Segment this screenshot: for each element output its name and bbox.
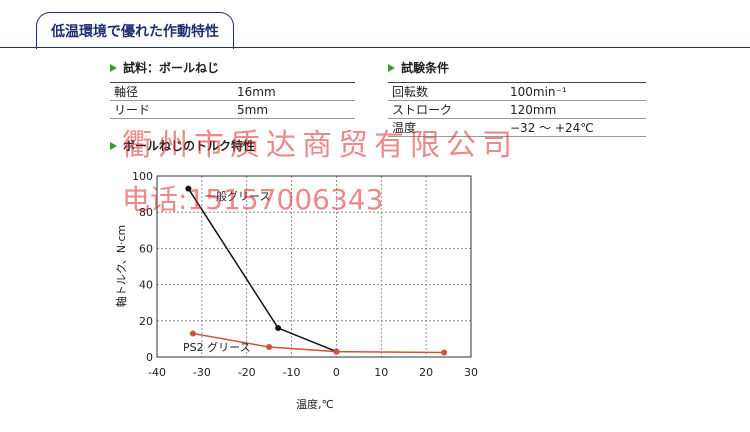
page-title: 低温環境で優れた作動特性 [36,12,234,49]
cell: 5mm [233,100,355,119]
cell: 120mm [506,100,646,119]
sample-table: 軸径 16mm リード 5mm [110,82,355,119]
cell: 軸径 [110,82,233,101]
x-tick-label: 20 [419,366,433,379]
series-label: PS2 グリース [183,340,251,354]
data-point [185,185,192,192]
x-tick-label: -10 [283,366,301,379]
y-tick-label: 0 [146,351,153,364]
x-tick-label: 0 [333,366,340,379]
cell: 16mm [233,82,355,101]
data-point [266,344,273,351]
y-tick-label: 80 [139,206,153,219]
y-tick-label: 20 [139,315,153,328]
data-point [441,349,448,356]
x-tick-label: 10 [374,366,388,379]
data-point [189,330,196,337]
data-point [275,325,282,332]
conditions-table: 回転数 100min⁻¹ ストローク 120mm 温度 −32 ～ +24℃ [388,82,646,137]
x-tick-label: 30 [464,366,478,379]
y-tick-label: 100 [132,170,153,183]
x-tick-label: -30 [193,366,211,379]
y-axis-label: 軸トルク、N·cm [114,225,128,308]
series-line [192,332,445,354]
cell: −32 ～ +24℃ [506,118,646,137]
x-tick-label: -40 [148,366,166,379]
cell: リード [110,100,233,119]
watermark-company: 衢州市质达商贸有限公司 [122,128,518,163]
x-axis-label: 温度,℃ [296,397,334,411]
cell: 100min⁻¹ [506,82,646,101]
sample-heading: 試料：ボールねじ [110,59,219,76]
cell: ストローク [388,100,506,119]
conditions-heading: 試験条件 [388,59,449,76]
chart-heading: ボールねじのトルク特性 [110,137,255,154]
data-point [333,348,340,355]
watermark-phone: 电话:15157006343 [122,183,384,216]
series-label: 一般グリース [205,189,270,203]
x-tick-label: -20 [238,366,256,379]
cell: 回転数 [388,82,506,101]
y-tick-label: 60 [139,242,153,255]
title-rule [0,47,750,48]
cell: 温度 [388,118,506,137]
y-tick-label: 40 [139,279,153,292]
plot-frame [156,175,472,358]
